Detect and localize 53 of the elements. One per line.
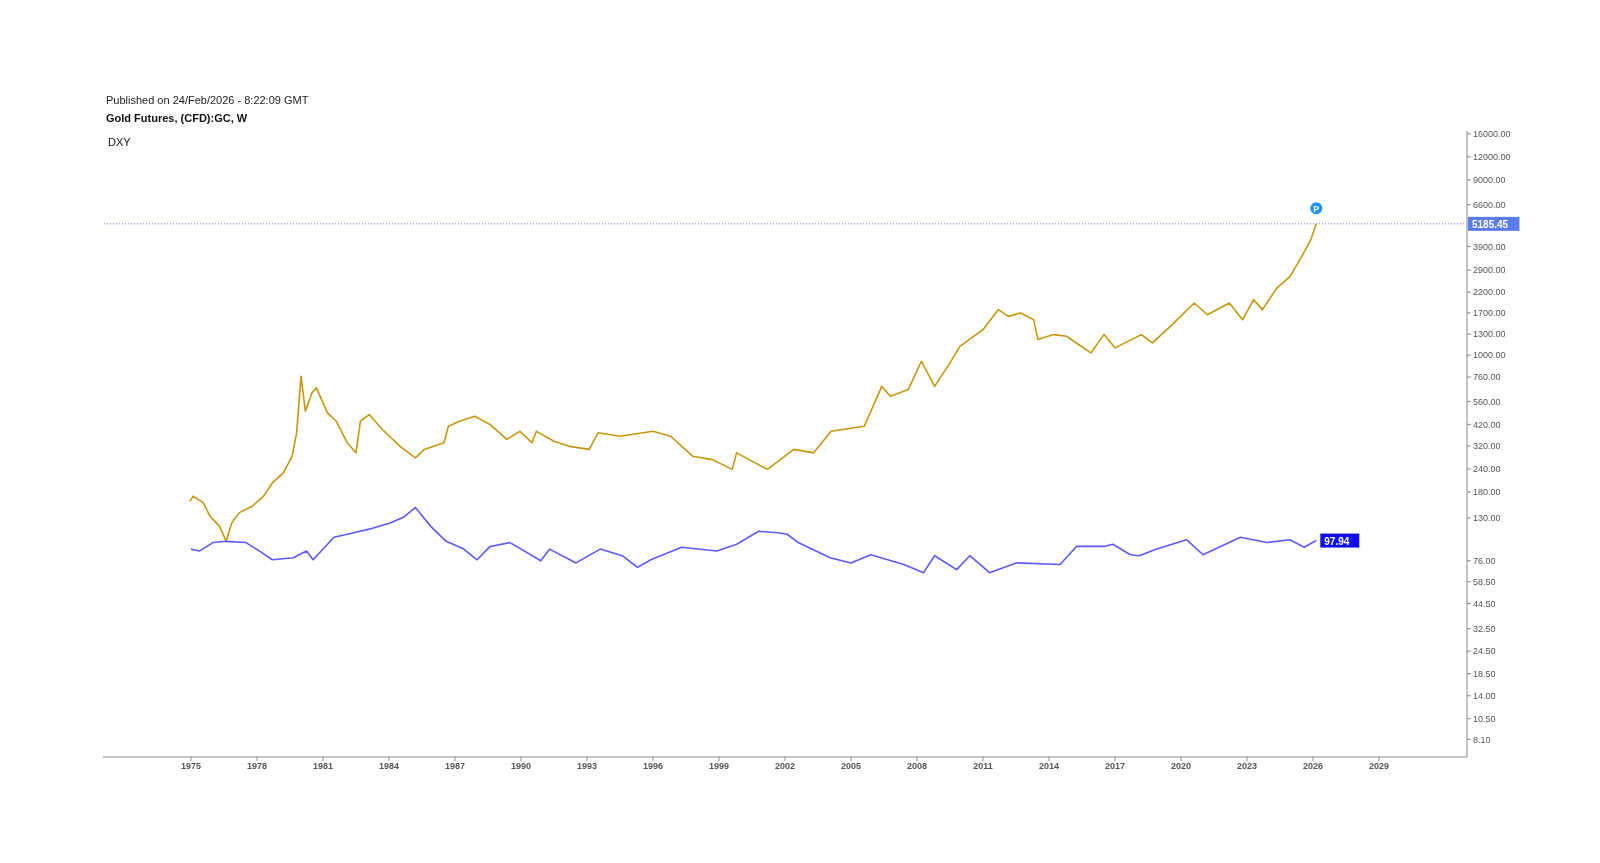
y-tick-label: 3900.00 bbox=[1473, 241, 1506, 252]
x-tick-label: 1975 bbox=[180, 761, 202, 772]
y-tick-label: 180.00 bbox=[1473, 487, 1501, 498]
x-tick-label: 1999 bbox=[708, 761, 730, 772]
x-tick-label: 2029 bbox=[1368, 761, 1390, 772]
x-tick-label: 2017 bbox=[1104, 761, 1126, 772]
y-tick-label: 32.50 bbox=[1473, 623, 1496, 634]
x-tick-label: 2008 bbox=[906, 761, 928, 772]
y-tick-label: 1000.00 bbox=[1473, 350, 1506, 361]
y-tick-label: 9000.00 bbox=[1473, 175, 1506, 186]
line-series bbox=[190, 506, 1318, 574]
y-tick-label: 24.50 bbox=[1473, 646, 1496, 657]
y-tick-label: 16000.00 bbox=[1473, 129, 1511, 140]
y-tick-label: 1700.00 bbox=[1473, 308, 1506, 319]
x-tick-label: 1978 bbox=[246, 761, 268, 772]
line-series bbox=[189, 223, 1318, 543]
x-tick-label: 1981 bbox=[312, 761, 334, 772]
y-tick-label: 130.00 bbox=[1473, 513, 1501, 524]
chart-title: Gold Futures, (CFD):GC, W bbox=[106, 112, 248, 124]
x-tick-label: 2011 bbox=[973, 761, 993, 772]
letter-badge-icon: P bbox=[1310, 202, 1323, 215]
y-tick-label: 8.10 bbox=[1473, 734, 1491, 745]
y-tick-label: 320.00 bbox=[1473, 441, 1501, 452]
y-tick-label: 76.00 bbox=[1473, 555, 1496, 566]
x-tick-label: 1993 bbox=[576, 761, 598, 772]
x-tick-label: 1990 bbox=[510, 761, 532, 772]
data-label: 97.94 bbox=[1324, 535, 1350, 547]
y-tick-label: 420.00 bbox=[1473, 419, 1501, 430]
y-tick-label: 12000.00 bbox=[1473, 152, 1511, 163]
x-tick-label: 2026 bbox=[1302, 761, 1324, 772]
x-tick-label: 1984 bbox=[378, 761, 400, 772]
x-tick-label: 2002 bbox=[774, 761, 796, 772]
y-tick-label: 10.50 bbox=[1473, 713, 1496, 724]
text: Published on 24/Feb/2026 - 8:22:09 GMT bbox=[106, 94, 309, 106]
y-tick-label: 18.50 bbox=[1473, 668, 1496, 679]
y-tick-label: 44.50 bbox=[1473, 598, 1496, 609]
y-tick-label: 58.50 bbox=[1473, 576, 1496, 587]
x-tick-label: 2020 bbox=[1170, 761, 1192, 772]
y-tick-label: 2900.00 bbox=[1473, 265, 1506, 276]
y-tick-label: 14.00 bbox=[1473, 690, 1496, 701]
y-tick-label: 6600.00 bbox=[1473, 199, 1506, 210]
x-tick-label: 1987 bbox=[444, 761, 466, 772]
y-tick-label: 760.00 bbox=[1473, 372, 1501, 383]
y-tick-label: 560.00 bbox=[1473, 396, 1501, 407]
x-tick-label: 1996 bbox=[642, 761, 664, 772]
x-tick-label: 2014 bbox=[1038, 761, 1060, 772]
y-tick-label: 240.00 bbox=[1473, 464, 1501, 475]
x-tick-label: 2005 bbox=[840, 761, 862, 772]
chart-subtitle: DXY bbox=[108, 136, 131, 148]
x-tick-label: 2023 bbox=[1236, 761, 1258, 772]
y-tick-label: 1300.00 bbox=[1473, 329, 1506, 340]
y-tick-label: 2200.00 bbox=[1473, 287, 1506, 298]
ref-line-label: 5185.45 bbox=[1472, 218, 1509, 230]
